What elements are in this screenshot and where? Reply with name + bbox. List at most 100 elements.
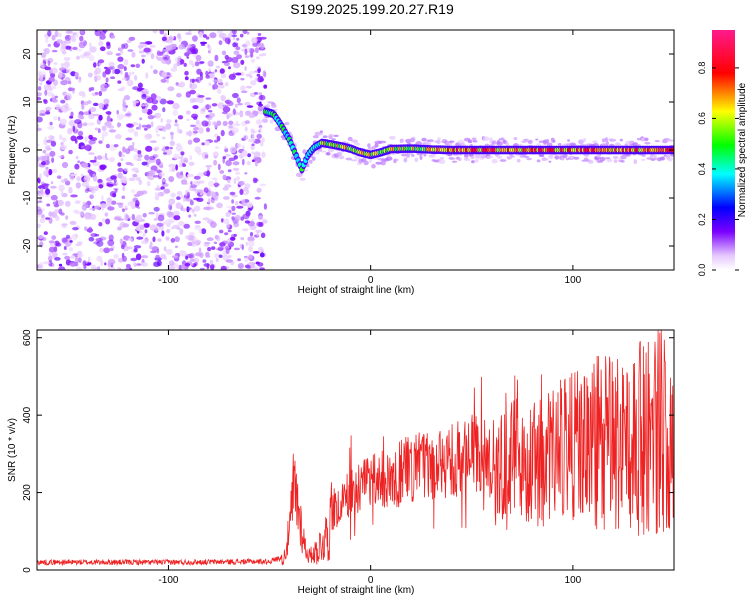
heatmap-cell — [217, 102, 225, 109]
heatmap-cell — [554, 155, 560, 160]
heatmap-cell — [75, 155, 79, 160]
heatmap-cell — [237, 180, 245, 186]
heatmap-cell — [149, 44, 156, 48]
heatmap-cell — [221, 218, 224, 223]
heatmap-cell — [41, 155, 48, 162]
heatmap-cell — [258, 222, 264, 227]
heatmap-cell — [37, 156, 40, 162]
heatmap-cell — [136, 190, 144, 196]
heatmap-cell — [222, 174, 227, 181]
heatmap-cell — [129, 201, 136, 204]
heatmap-cell — [216, 202, 223, 209]
heatmap-cell — [599, 156, 606, 162]
heatmap-cell — [186, 192, 190, 198]
heatmap-cell — [104, 262, 107, 266]
heatmap-cell — [57, 32, 62, 38]
heatmap-cell — [177, 33, 181, 39]
heatmap-cell — [238, 112, 244, 116]
heatmap-cell — [592, 140, 598, 144]
heatmap-cell — [197, 180, 205, 184]
heatmap-cell — [149, 140, 157, 143]
heatmap-cell — [228, 125, 233, 129]
heatmap-cell — [207, 60, 214, 67]
heatmap-cell — [169, 205, 173, 211]
heatmap-cell — [243, 135, 249, 140]
heatmap-cell — [188, 232, 195, 236]
heatmap-cell — [114, 133, 122, 140]
heatmap-cell — [76, 48, 83, 52]
heatmap-cell — [50, 185, 57, 189]
heatmap-cell — [523, 138, 529, 141]
heatmap-cell — [496, 140, 501, 145]
heatmap-cell — [170, 192, 176, 198]
heatmap-cell — [176, 143, 182, 147]
heatmap-cell — [58, 263, 63, 267]
heatmap-cell — [257, 75, 264, 83]
heatmap-cell — [129, 71, 132, 77]
heatmap-cell — [80, 211, 84, 216]
heatmap-cell — [105, 157, 109, 161]
heatmap-cell — [103, 247, 110, 254]
heatmap-cell — [123, 59, 129, 66]
heatmap-cell — [113, 144, 119, 148]
heatmap-cell — [345, 157, 353, 161]
heatmap-cell — [350, 159, 358, 162]
heatmap-cell — [491, 158, 498, 164]
heatmap-cell — [170, 67, 178, 72]
heatmap-cell — [213, 139, 219, 143]
heatmap-cell — [385, 156, 393, 161]
heatmap-cell — [224, 54, 229, 60]
heatmap-cell — [117, 80, 122, 84]
heatmap-cell — [257, 33, 262, 36]
heatmap-cell — [84, 145, 92, 151]
heatmap-cell — [284, 121, 290, 126]
heatmap-cell — [104, 85, 109, 89]
heatmap-cell — [98, 140, 103, 144]
heatmap-cell — [113, 253, 119, 259]
heatmap-cell — [231, 199, 235, 204]
heatmap-cell — [98, 59, 105, 64]
heatmap-cell — [636, 137, 641, 141]
heatmap-cell — [50, 181, 54, 185]
heatmap-cell — [59, 67, 67, 72]
heatmap-cell — [459, 142, 466, 146]
heatmap-cell — [606, 158, 613, 163]
heatmap-cell — [194, 205, 201, 212]
heatmap-cell — [219, 170, 225, 174]
heatmap-cell — [89, 194, 94, 199]
heatmap-cell — [86, 54, 90, 59]
heatmap-cell — [65, 45, 72, 50]
heatmap-cell — [180, 194, 184, 199]
heatmap-cell — [188, 161, 195, 166]
heatmap-cell — [256, 133, 263, 139]
heatmap-cell — [170, 238, 175, 243]
heatmap-cell — [94, 233, 100, 237]
heatmap-cell — [189, 89, 197, 95]
heatmap-cell — [57, 116, 61, 122]
heatmap-cell — [66, 68, 70, 74]
heatmap-cell — [51, 157, 55, 164]
heatmap-cell — [302, 149, 307, 155]
heatmap-cell — [193, 213, 197, 217]
heatmap-cell — [193, 235, 197, 242]
heatmap-cell — [227, 101, 234, 107]
heatmap-cell — [236, 54, 243, 60]
heatmap-cell — [605, 141, 609, 146]
heatmap-cell — [181, 263, 186, 269]
heatmap-cell — [633, 159, 638, 165]
heatmap-cell — [90, 87, 95, 91]
heatmap-cell — [157, 96, 162, 101]
heatmap-cell — [185, 131, 189, 136]
spectrogram-x-tick-label: 100 — [565, 275, 582, 286]
heatmap-cell — [496, 155, 503, 159]
heatmap-cell — [145, 72, 149, 79]
heatmap-cell — [117, 162, 122, 167]
heatmap-cell — [188, 207, 192, 210]
heatmap-cell — [228, 66, 231, 70]
heatmap-cell — [205, 97, 212, 100]
heatmap-cell — [55, 104, 61, 110]
heatmap-cell — [329, 133, 334, 137]
heatmap-cell — [94, 91, 99, 95]
heatmap-cell — [235, 120, 239, 125]
heatmap-cell — [145, 145, 153, 152]
